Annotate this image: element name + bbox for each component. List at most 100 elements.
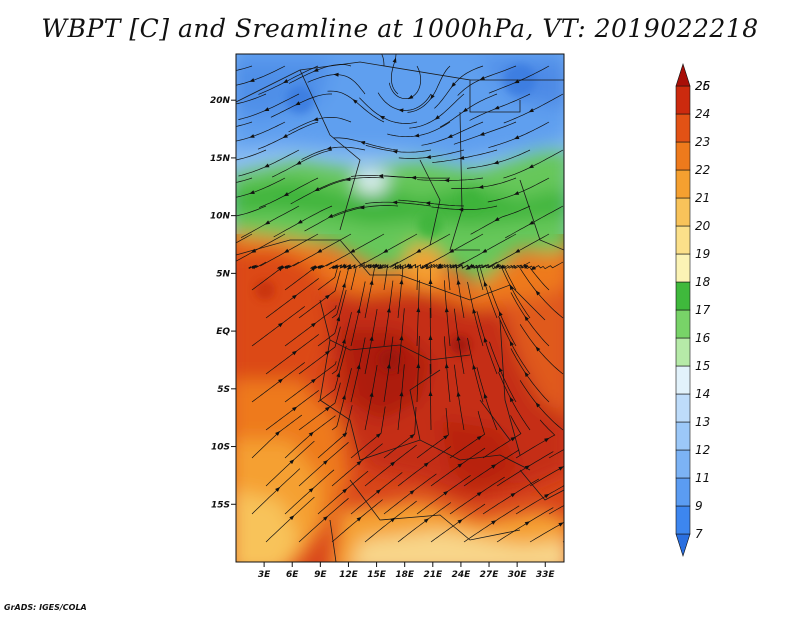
streamline-arrow bbox=[326, 146, 332, 151]
streamline-arrow bbox=[479, 76, 485, 80]
streamline-arrow bbox=[544, 493, 550, 499]
streamline bbox=[387, 121, 451, 138]
streamline bbox=[495, 265, 531, 319]
streamline-arrow bbox=[292, 350, 298, 356]
streamline bbox=[529, 521, 564, 543]
streamline-arrow bbox=[483, 337, 488, 343]
streamline bbox=[358, 261, 399, 269]
streamline bbox=[453, 364, 465, 431]
streamline-arrow bbox=[476, 491, 483, 497]
streamline-arrow bbox=[359, 205, 365, 210]
colorbar-label: 26 bbox=[695, 79, 711, 93]
streamline-arrow bbox=[263, 107, 270, 112]
streamline-arrow bbox=[483, 393, 488, 399]
streamline-arrow bbox=[524, 315, 529, 321]
streamline bbox=[529, 465, 564, 487]
streamline bbox=[298, 498, 349, 543]
streamline-arrow bbox=[292, 406, 298, 412]
streamline bbox=[471, 264, 498, 319]
streamline-arrow bbox=[275, 487, 281, 492]
streamline bbox=[314, 261, 333, 270]
streamline-arrow bbox=[535, 402, 541, 408]
colorbar-label: 15 bbox=[695, 359, 710, 373]
x-tick-label: 30E bbox=[508, 570, 528, 580]
streamline bbox=[288, 116, 352, 133]
colorbar-segment bbox=[675, 393, 691, 423]
streamline bbox=[236, 177, 286, 198]
x-tick-label: 27E bbox=[480, 570, 500, 580]
colorbar-segment bbox=[675, 113, 691, 143]
streamline bbox=[236, 121, 286, 142]
streamline bbox=[364, 264, 376, 319]
streamline bbox=[251, 468, 301, 515]
streamline-arrow bbox=[407, 264, 413, 269]
streamline bbox=[432, 149, 498, 163]
streamline-arrow bbox=[472, 308, 477, 314]
streamline-arrow bbox=[528, 108, 534, 113]
x-tick-label: 15E bbox=[367, 570, 387, 580]
streamline-arrow bbox=[349, 248, 356, 253]
streamline-arrow bbox=[478, 184, 484, 189]
streamline-arrow bbox=[448, 248, 455, 253]
streamline bbox=[331, 443, 383, 487]
colorbar-label: 21 bbox=[695, 191, 710, 205]
streamline bbox=[430, 503, 486, 543]
streamlines bbox=[236, 42, 597, 543]
streamline-arrow bbox=[456, 335, 461, 341]
streamline-arrow bbox=[457, 463, 463, 468]
streamline bbox=[388, 65, 422, 100]
streamline bbox=[505, 205, 564, 239]
streamline bbox=[331, 264, 350, 319]
streamline-arrow bbox=[278, 322, 284, 328]
streamline bbox=[364, 500, 417, 543]
streamline-arrow bbox=[443, 434, 449, 440]
streamline bbox=[453, 121, 517, 145]
streamline bbox=[384, 175, 451, 179]
streamline bbox=[434, 65, 484, 109]
streamline-arrow bbox=[342, 432, 348, 438]
streamline bbox=[458, 233, 517, 267]
streamline-arrow bbox=[476, 435, 483, 441]
streamline-arrow bbox=[481, 248, 488, 253]
streamline bbox=[365, 145, 432, 153]
streamline bbox=[238, 149, 300, 177]
streamline-arrow bbox=[360, 141, 366, 145]
streamline bbox=[430, 447, 486, 487]
streamline-arrow bbox=[399, 335, 404, 341]
streamline bbox=[394, 265, 404, 319]
streamline bbox=[562, 485, 564, 487]
colorbar-segment bbox=[675, 449, 691, 479]
streamline bbox=[333, 205, 399, 217]
streamline bbox=[383, 473, 437, 515]
streamline-arrow bbox=[416, 363, 421, 369]
streamline-arrow bbox=[283, 248, 290, 253]
streamline-arrow bbox=[524, 371, 529, 377]
streamline-arrow bbox=[283, 79, 289, 84]
colorbar-segment bbox=[675, 253, 691, 283]
streamline-arrow bbox=[369, 279, 374, 285]
colorbar-segment bbox=[675, 281, 691, 311]
streamline bbox=[284, 305, 337, 347]
streamline-arrow bbox=[369, 335, 374, 341]
streamline-arrow bbox=[369, 391, 374, 397]
streamline bbox=[258, 177, 319, 208]
x-tick-label: 21E bbox=[423, 570, 443, 580]
streamline bbox=[503, 93, 564, 124]
streamline bbox=[236, 233, 286, 262]
colorbar-label: 24 bbox=[695, 107, 710, 121]
streamline-arrow bbox=[358, 42, 363, 46]
x-tick-label: 24E bbox=[452, 570, 472, 580]
streamline-arrow bbox=[327, 213, 334, 218]
streamline bbox=[443, 280, 451, 347]
southern-yellow-region bbox=[236, 491, 300, 562]
streamline-arrow bbox=[592, 468, 597, 472]
colorbar-label: 20 bbox=[695, 219, 711, 233]
chart-title: WBPT [C] and Sreamline at 1000hPa, VT: 2… bbox=[41, 14, 759, 43]
colorbar-label: 19 bbox=[695, 247, 710, 261]
streamline-arrow bbox=[447, 134, 453, 138]
streamline-arrow bbox=[578, 495, 583, 499]
streamline-arrow bbox=[498, 367, 503, 373]
streamline-arrow bbox=[509, 396, 514, 403]
x-tick-label: 18E bbox=[395, 570, 415, 580]
